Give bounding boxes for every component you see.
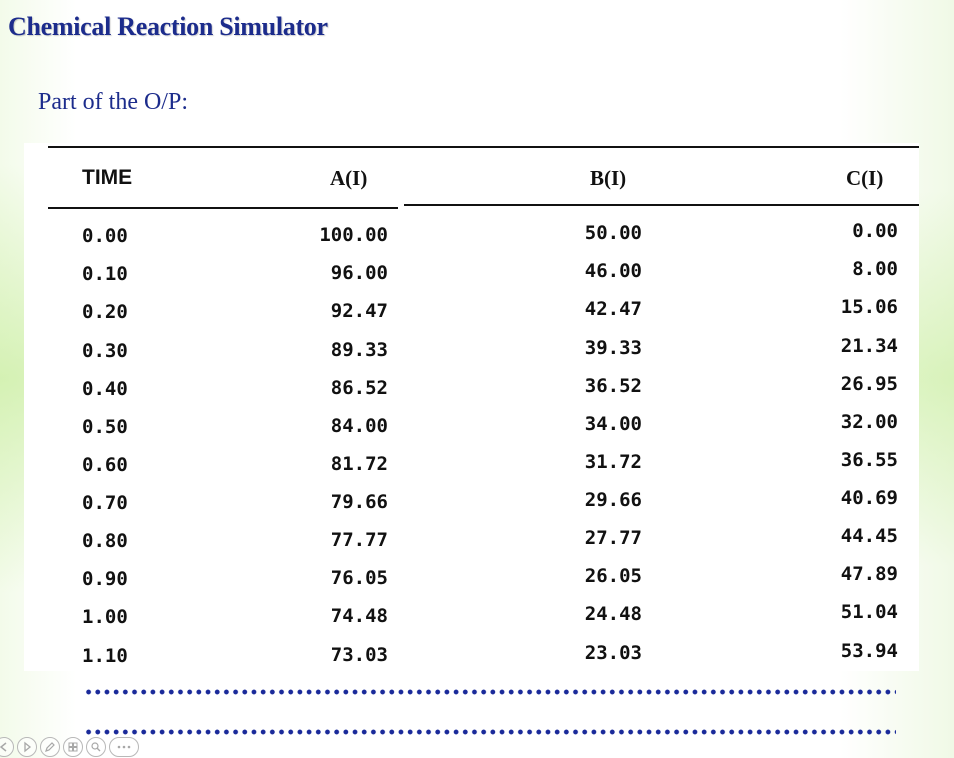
time-cell: 0.80 — [82, 530, 128, 552]
slide-subtitle: Part of the O/P: — [38, 89, 188, 115]
b-cell: 27.77 — [584, 527, 642, 549]
c-cell: 36.55 — [840, 449, 898, 471]
c-cell: 8.00 — [852, 258, 898, 280]
play-icon[interactable] — [17, 737, 37, 757]
slideshow-controls — [0, 736, 139, 758]
b-cell: 36.52 — [584, 375, 642, 397]
a-cell: 84.00 — [330, 415, 388, 437]
a-cell: 89.33 — [330, 339, 388, 361]
a-cell: 79.66 — [330, 491, 388, 513]
time-cell: 0.90 — [82, 568, 128, 590]
b-cell: 24.48 — [584, 603, 642, 625]
a-cell: 92.47 — [330, 300, 388, 322]
time-cell: 0.70 — [82, 492, 128, 514]
previous-slide-icon[interactable] — [0, 737, 14, 757]
slide-title: Chemical Reaction Simulator — [8, 12, 328, 41]
a-cell: 96.00 — [330, 262, 388, 284]
time-cell: 1.10 — [82, 645, 128, 667]
c-cell: 21.34 — [840, 335, 898, 357]
c-cell: 26.95 — [840, 373, 898, 395]
b-cell: 42.47 — [584, 298, 642, 320]
more-options-icon[interactable] — [109, 737, 139, 757]
header-underline-right — [404, 204, 919, 206]
c-cell: 15.06 — [840, 296, 898, 318]
c-cell: 53.94 — [840, 640, 898, 662]
table-top-rule — [48, 146, 919, 148]
time-cell: 1.00 — [82, 606, 128, 628]
zoom-icon[interactable] — [86, 737, 106, 757]
header-underline-left — [48, 207, 398, 209]
a-cell: 100.00 — [319, 224, 388, 246]
b-cell: 26.05 — [584, 565, 642, 587]
column-header-a: A(I) — [330, 166, 368, 190]
a-cell: 77.77 — [330, 529, 388, 551]
output-table-image — [24, 143, 919, 671]
column-header-time: TIME — [82, 166, 133, 189]
a-cell: 86.52 — [330, 377, 388, 399]
b-cell: 34.00 — [584, 413, 642, 435]
time-cell: 0.40 — [82, 378, 128, 400]
b-cell: 50.00 — [584, 222, 642, 244]
time-cell: 0.60 — [82, 454, 128, 476]
time-cell: 0.10 — [82, 263, 128, 285]
b-cell: 23.03 — [584, 642, 642, 664]
a-cell: 74.48 — [330, 605, 388, 627]
c-cell: 47.89 — [840, 563, 898, 585]
b-cell: 29.66 — [584, 489, 642, 511]
a-cell: 76.05 — [330, 567, 388, 589]
b-cell: 46.00 — [584, 260, 642, 282]
continuation-dots — [84, 729, 896, 735]
c-cell: 44.45 — [840, 525, 898, 547]
b-cell: 39.33 — [584, 337, 642, 359]
column-header-c: C(I) — [846, 166, 884, 190]
column-header-b: B(I) — [590, 166, 627, 190]
time-cell: 0.50 — [82, 416, 128, 438]
pen-icon[interactable] — [40, 737, 60, 757]
c-cell: 40.69 — [840, 487, 898, 509]
a-cell: 73.03 — [330, 644, 388, 666]
c-cell: 32.00 — [840, 411, 898, 433]
time-cell: 0.30 — [82, 340, 128, 362]
c-cell: 0.00 — [852, 220, 898, 242]
continuation-dots — [84, 689, 896, 695]
c-cell: 51.04 — [840, 601, 898, 623]
a-cell: 81.72 — [330, 453, 388, 475]
b-cell: 31.72 — [584, 451, 642, 473]
slides-grid-icon[interactable] — [63, 737, 83, 757]
time-cell: 0.00 — [82, 225, 128, 247]
time-cell: 0.20 — [82, 301, 128, 323]
